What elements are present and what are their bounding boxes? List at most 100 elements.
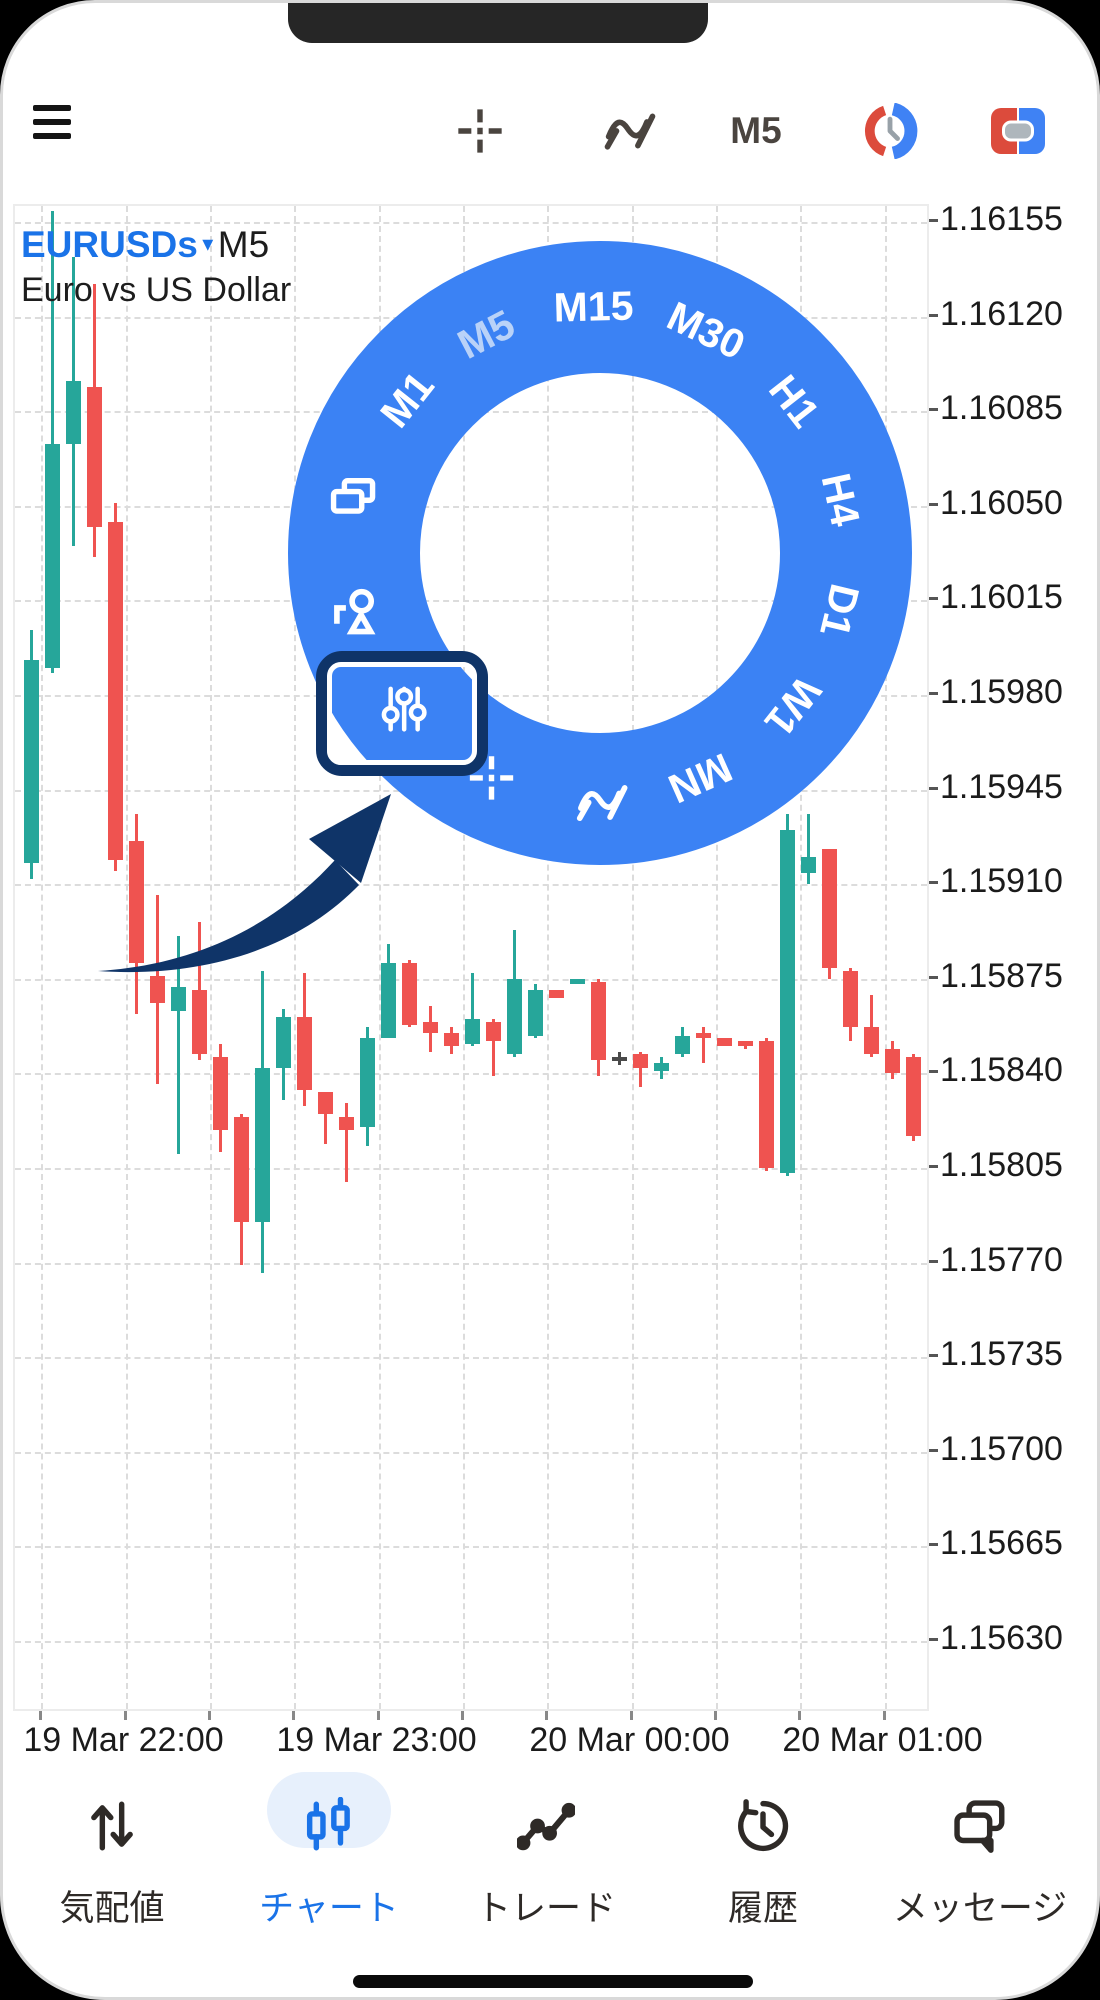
- candle-body: [632, 1054, 648, 1068]
- messages-bubbles-icon: [880, 1773, 1080, 1878]
- gridline: [378, 206, 381, 1709]
- timeframe-button[interactable]: M5: [730, 110, 782, 151]
- candle-body: [821, 849, 837, 968]
- price-label: 1.15840: [940, 1051, 1063, 1090]
- candle-wick: [638, 1051, 642, 1087]
- gridline: [294, 206, 297, 1709]
- nav-item-history[interactable]: 履歴: [663, 1773, 863, 1931]
- y-tick: [929, 219, 938, 222]
- nav-item-quotes[interactable]: 気配値: [12, 1773, 212, 1931]
- candle-wick: [323, 1092, 327, 1144]
- candle-body: [107, 522, 123, 860]
- y-tick: [929, 881, 938, 885]
- gridline: [15, 1641, 927, 1643]
- candle-body: [401, 962, 417, 1025]
- menu-icon[interactable]: [33, 105, 71, 141]
- price-label: 1.15980: [940, 673, 1063, 711]
- candle-body: [464, 1019, 480, 1044]
- x-tick: [207, 1711, 211, 1720]
- candle-body: [905, 1057, 921, 1136]
- time-label: 20 Mar 01:00: [782, 1721, 983, 1759]
- candle-body: [779, 830, 795, 1174]
- nav-item-trade[interactable]: トレード: [446, 1773, 646, 1931]
- chart-timeframe-label: M5: [217, 224, 270, 265]
- candle-body: [23, 659, 39, 863]
- candle-body: [800, 857, 816, 874]
- candle-body: [254, 1067, 270, 1223]
- candle-wick: [176, 935, 180, 1155]
- candle-body: [86, 386, 102, 528]
- gridline: [15, 222, 927, 224]
- crosshair-icon[interactable]: [440, 91, 520, 171]
- symbol-selector[interactable]: EURUSDs: [21, 224, 198, 265]
- candle-body: [170, 986, 186, 1012]
- candle-wick: [491, 1019, 495, 1077]
- gridline: [800, 206, 803, 1709]
- candle-body: [758, 1040, 774, 1168]
- y-tick: [929, 408, 938, 412]
- candlestick-chart[interactable]: [13, 204, 929, 1711]
- candle-body: [590, 981, 606, 1060]
- candle-body: [233, 1116, 249, 1223]
- candle-wick: [50, 211, 54, 674]
- candle-body: [422, 1022, 438, 1033]
- trade-toggle-icon[interactable]: [978, 91, 1058, 171]
- gridline: [15, 1357, 927, 1360]
- y-tick: [929, 1259, 938, 1263]
- chevron-down-icon[interactable]: ▾: [202, 231, 214, 256]
- x-tick: [798, 1711, 802, 1720]
- session-clock-icon[interactable]: [850, 91, 930, 171]
- y-tick: [929, 597, 938, 601]
- gridline: [715, 206, 718, 1709]
- candle-body: [359, 1038, 375, 1128]
- gridline: [631, 206, 634, 1709]
- gridline: [41, 206, 44, 1709]
- objects-icon[interactable]: [329, 587, 383, 646]
- nav-item-charts[interactable]: チャート: [229, 1772, 429, 1931]
- candle-body: [485, 1022, 501, 1041]
- windows-icon[interactable]: [327, 474, 379, 531]
- candle-body: [443, 1032, 459, 1047]
- indicators-icon[interactable]: [575, 775, 629, 834]
- gridline: [125, 206, 128, 1709]
- candle-wick: [344, 1103, 348, 1182]
- candle-body: [695, 1032, 711, 1039]
- candle-body: [149, 976, 165, 1004]
- candle-body: [716, 1038, 732, 1047]
- time-label: 19 Mar 22:00: [23, 1721, 224, 1759]
- gridline: [15, 600, 927, 603]
- camera-notch: [288, 3, 708, 43]
- y-tick: [929, 1543, 938, 1547]
- gridline: [15, 1262, 927, 1265]
- x-tick: [39, 1711, 43, 1720]
- time-label: 19 Mar 23:00: [276, 1721, 477, 1759]
- candle-body: [548, 989, 564, 998]
- price-label: 1.15700: [940, 1429, 1063, 1468]
- nav-item-messages[interactable]: メッセージ: [880, 1773, 1080, 1931]
- candle-body: [44, 443, 60, 668]
- candle-body: [317, 1092, 333, 1114]
- candle-body: [737, 1040, 753, 1047]
- gridline: [15, 1073, 927, 1076]
- price-label: 1.15665: [940, 1524, 1063, 1563]
- candle-body: [527, 989, 543, 1036]
- price-label: 1.16120: [940, 294, 1063, 333]
- candle-wick: [701, 1027, 705, 1063]
- price-label: 1.15805: [940, 1146, 1063, 1184]
- indicators-icon[interactable]: [590, 91, 670, 171]
- price-label: 1.15770: [940, 1240, 1063, 1279]
- candle-body: [65, 381, 81, 444]
- candle-body: [380, 962, 396, 1039]
- gridline: [15, 884, 927, 887]
- y-tick: [929, 786, 938, 790]
- y-tick: [929, 1354, 938, 1358]
- home-indicator[interactable]: [353, 1975, 753, 1988]
- radial-timeframe-m15[interactable]: M15: [553, 282, 635, 331]
- candle-wick: [806, 813, 810, 885]
- price-label: 1.15945: [940, 767, 1063, 806]
- trade-line-icon: [446, 1773, 646, 1878]
- price-label: 1.16050: [940, 483, 1063, 522]
- history-clock-icon: [663, 1773, 863, 1878]
- price-label: 1.16015: [940, 578, 1063, 617]
- candle-body: [338, 1116, 354, 1131]
